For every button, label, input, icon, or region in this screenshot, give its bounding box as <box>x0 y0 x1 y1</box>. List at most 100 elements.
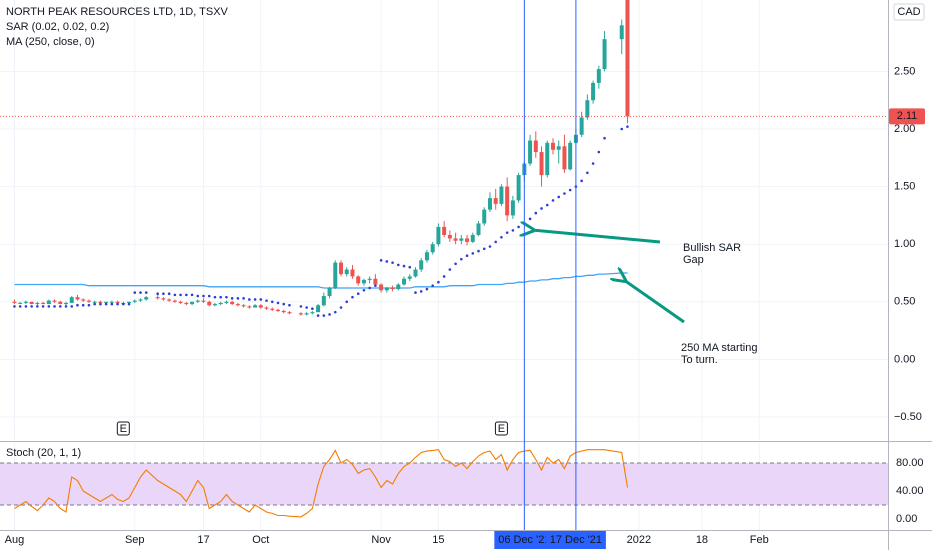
candle-body <box>556 146 561 150</box>
candle-body <box>333 262 338 288</box>
candle-body <box>298 313 303 315</box>
sar-dot <box>391 261 394 264</box>
sar-dot <box>482 247 486 251</box>
candle-body <box>619 25 624 40</box>
sar-dot <box>213 295 217 299</box>
sar-dot <box>167 292 171 296</box>
candle-body <box>35 302 40 305</box>
candle-body <box>361 279 366 284</box>
currency-label: CAD <box>897 6 920 18</box>
candle-body <box>64 302 69 305</box>
candle-body <box>396 284 401 290</box>
candle-body <box>465 238 470 242</box>
candle-body <box>167 299 172 301</box>
event-box <box>116 421 130 436</box>
chart-title: NORTH PEAK RESOURCES LTD, 1D, TSXV <box>6 6 229 18</box>
annotation-text: 250 MA starting <box>681 342 757 354</box>
sar-dot <box>93 302 96 306</box>
sar-dot <box>551 199 555 202</box>
candle-body <box>241 305 246 307</box>
x-tick-label: Nov <box>371 534 391 546</box>
sar-dot <box>18 305 22 308</box>
candle-body <box>476 223 481 235</box>
candle-body <box>69 297 74 303</box>
sar-dot <box>173 293 177 297</box>
sar-dot <box>402 264 406 268</box>
candle-body <box>482 209 487 224</box>
candle-body <box>207 301 212 306</box>
sar-dot <box>162 292 165 296</box>
candle-body <box>275 309 280 311</box>
y-tick-label: 1.00 <box>894 238 915 250</box>
sar-dot <box>460 257 463 261</box>
y-tick-label: 80.00 <box>896 457 924 469</box>
event-box <box>494 421 508 436</box>
y-tick-label: 0.50 <box>894 296 915 308</box>
candle-body <box>247 306 252 308</box>
sar-dot <box>442 275 446 278</box>
sar-dot <box>305 306 308 309</box>
sar-dot <box>431 284 434 287</box>
sar-dot <box>356 292 360 296</box>
marker-label-box <box>545 531 606 549</box>
annotation-text: Gap <box>683 254 704 266</box>
sar-dot <box>563 192 566 195</box>
candle-body <box>407 276 412 279</box>
candle-body <box>81 299 86 301</box>
sar-dot <box>207 294 211 298</box>
sar-dot <box>311 307 314 310</box>
candle-body <box>281 310 286 313</box>
sar-dot <box>316 314 320 317</box>
sar-dot <box>333 310 337 314</box>
candle-body <box>487 198 492 210</box>
x-tick-label: Sep <box>125 534 145 546</box>
sar-dot <box>219 295 223 299</box>
marker-label: 17 Dec '21 <box>550 534 602 546</box>
candle-body <box>92 301 97 303</box>
y-tick-label: 2.50 <box>894 65 915 77</box>
ma-line <box>14 272 628 289</box>
candle-body <box>310 312 315 314</box>
sar-dot <box>116 302 119 306</box>
annotation-arrow <box>532 230 661 244</box>
x-tick-label: 17 <box>197 534 209 546</box>
candle-body <box>230 301 235 305</box>
sar-dot <box>414 291 417 294</box>
candle-body <box>367 278 372 280</box>
stoch-title: Stoch (20, 1, 1) <box>6 447 81 459</box>
sar-dot <box>557 195 561 199</box>
sar-dot <box>465 254 469 258</box>
last-price-label: 2.11 <box>897 110 918 122</box>
sar-dot <box>454 262 457 266</box>
legend-entry: MA (250, close, 0) <box>6 36 95 48</box>
sar-dot <box>253 298 257 301</box>
candle-body <box>304 313 309 315</box>
candle-body <box>104 301 109 303</box>
sar-dot <box>471 252 475 255</box>
x-tick-label: 2022 <box>627 534 651 546</box>
stoch-line <box>14 449 629 518</box>
candle-body <box>218 302 223 305</box>
y-tick-label: 40.00 <box>896 485 924 497</box>
sar-dot <box>505 231 509 234</box>
event-label: E <box>120 423 127 435</box>
sar-dot <box>156 292 159 296</box>
sar-dot <box>139 291 142 294</box>
y-tick-label: 1.50 <box>894 181 915 193</box>
sar-dot <box>500 235 503 239</box>
sar-dot <box>540 207 543 210</box>
candle-body <box>499 186 504 204</box>
candle-body <box>178 301 183 303</box>
sar-dot <box>47 305 51 308</box>
candle-body <box>127 301 132 303</box>
sar-dot <box>248 298 251 301</box>
candle-body <box>98 301 103 303</box>
marker-label-box <box>494 531 555 549</box>
grid <box>0 0 888 530</box>
candle-body <box>253 305 258 308</box>
sar-dot <box>374 284 377 287</box>
price-pane <box>0 0 888 317</box>
sar-dot <box>270 300 274 304</box>
sar-dot <box>185 293 188 297</box>
